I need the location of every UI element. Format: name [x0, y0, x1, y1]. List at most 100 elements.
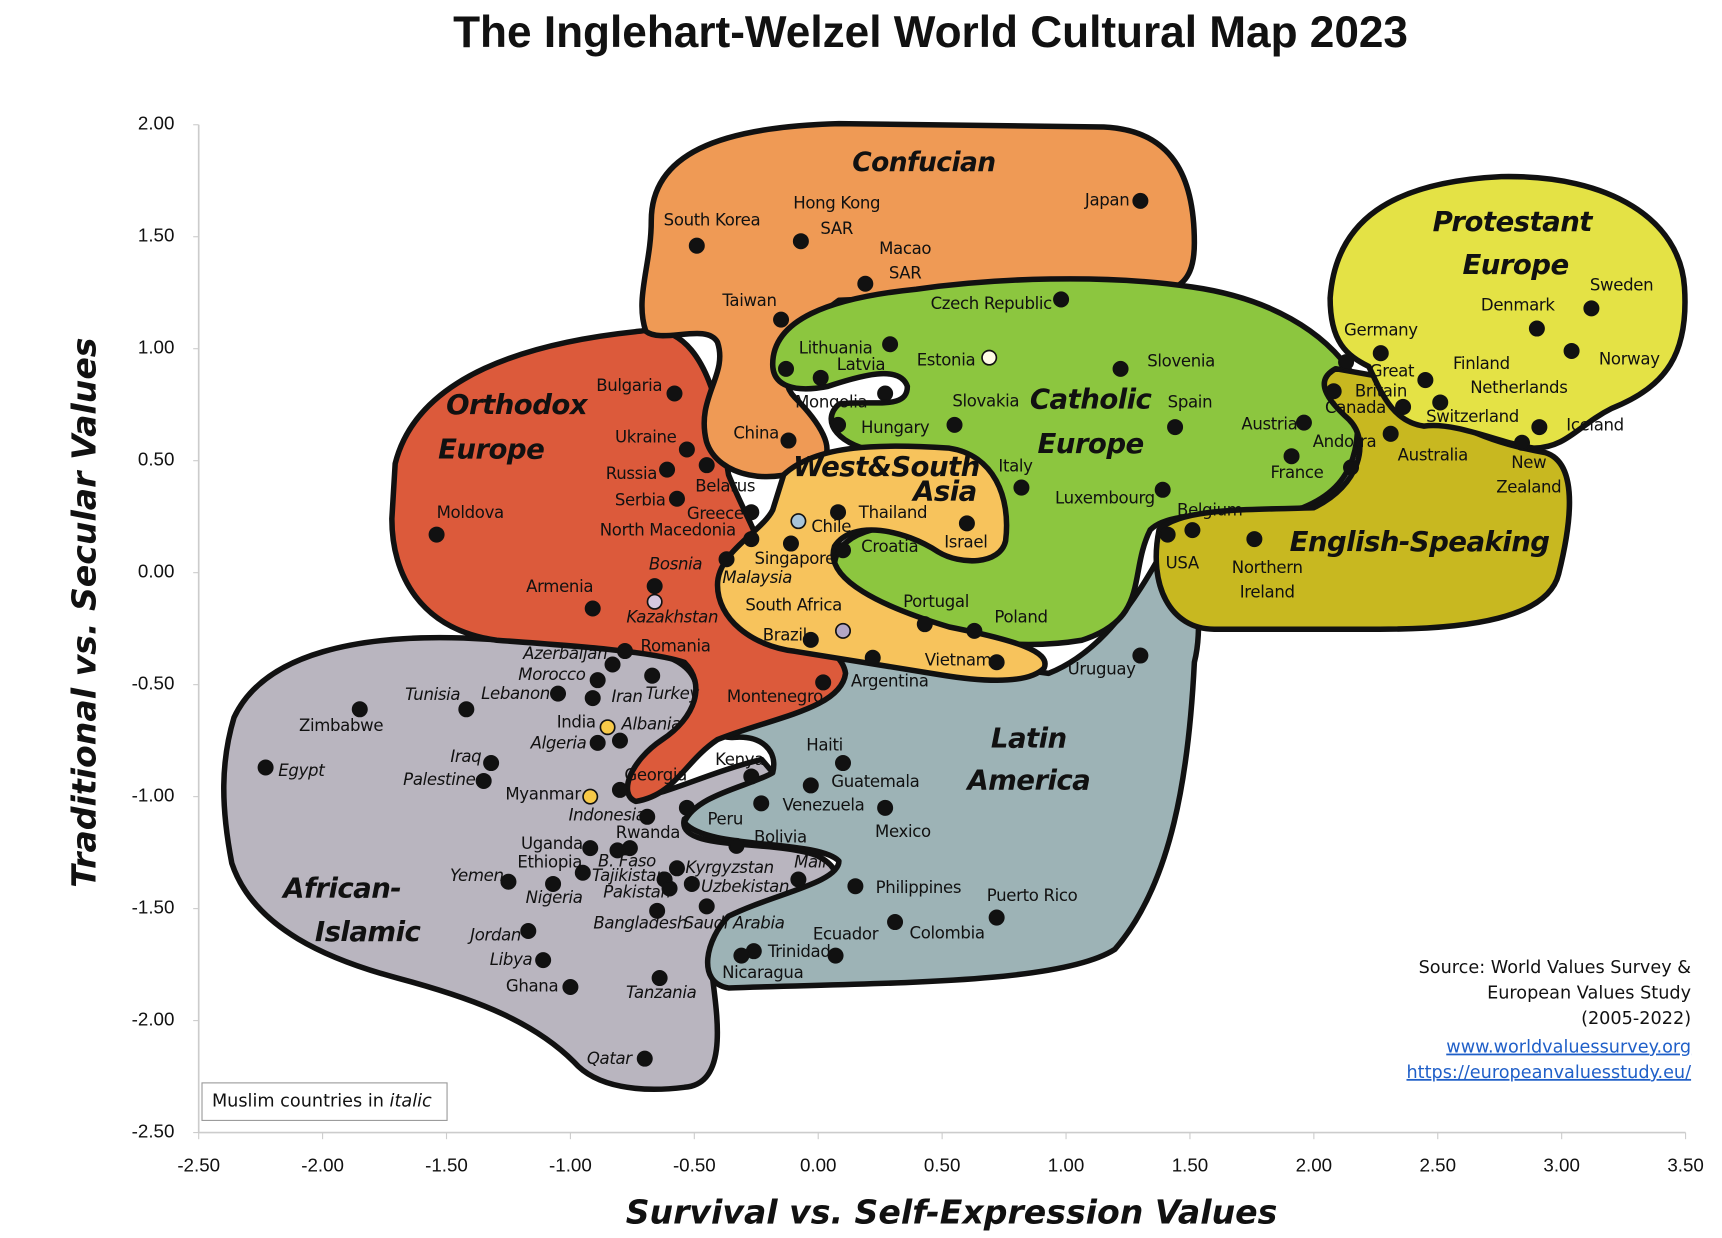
point-label: Kazakhstan: [626, 608, 718, 627]
point: [882, 336, 899, 353]
point-label: Pakistan: [603, 883, 670, 902]
point: [1295, 414, 1312, 431]
point: [666, 385, 683, 402]
point: [815, 674, 832, 691]
point: [500, 873, 517, 890]
point-label: Poland: [994, 608, 1047, 627]
y-tick-label: 1.50: [138, 225, 175, 246]
point-label: Slovakia: [952, 391, 1019, 410]
point-label: Turkey: [646, 684, 700, 703]
point-label: Algeria: [530, 734, 587, 753]
point: [520, 922, 537, 940]
point-label: Yemen: [450, 866, 504, 885]
point: [988, 654, 1005, 671]
point: [351, 701, 368, 718]
point-label: Australia: [1398, 445, 1468, 464]
point-label: New: [1511, 453, 1546, 472]
point-label: Britain: [1355, 381, 1407, 400]
source-link: www.worldvaluessurvey.org: [1446, 1038, 1691, 1058]
point: [582, 788, 599, 805]
point: [835, 622, 852, 639]
point: [582, 840, 599, 857]
point-label: USA: [1166, 554, 1200, 573]
note-italic: italic: [390, 1092, 432, 1112]
note-text: Muslim countries in: [212, 1092, 390, 1112]
region-label: Europe: [1038, 427, 1144, 460]
point: [659, 461, 676, 478]
point: [562, 978, 579, 995]
point: [887, 914, 904, 931]
point: [257, 759, 274, 776]
point-label: Ethiopia: [517, 853, 582, 872]
point-label: Saudi Arabia: [684, 913, 785, 932]
point: [733, 947, 750, 964]
point-label: Northern: [1232, 558, 1303, 577]
point: [1246, 531, 1263, 548]
point-label: Czech Republic: [931, 294, 1053, 313]
point-label: Puerto Rico: [987, 886, 1078, 905]
points: [257, 192, 1600, 1067]
point: [830, 504, 847, 521]
point-label: Vietnam: [925, 651, 992, 670]
point: [535, 952, 552, 969]
point: [1563, 342, 1580, 359]
point-label: Nigeria: [526, 888, 583, 907]
point-label: North Macedonia: [600, 520, 736, 539]
y-tick-label: -1.50: [132, 897, 175, 918]
point: [668, 860, 685, 877]
point-label: Italy: [998, 456, 1033, 475]
point: [678, 441, 695, 458]
y-tick-label: 0.50: [138, 449, 175, 470]
point-label: Mexico: [875, 822, 931, 841]
point-label: Rwanda: [616, 823, 680, 842]
point: [743, 768, 760, 785]
y-tick-label: -2.00: [132, 1009, 175, 1030]
point-label: Iceland: [1566, 416, 1624, 435]
point: [1338, 354, 1355, 371]
x-tick-label: 0.50: [924, 1155, 961, 1176]
point-label: Qatar: [587, 1049, 633, 1068]
point-label: Hong Kong: [793, 194, 880, 213]
point-label: Colombia: [910, 923, 985, 942]
point-label: Palestine: [403, 770, 475, 789]
source-link: https://europeanvaluesstudy.eu/: [1406, 1063, 1691, 1083]
point-label: Andorra: [1313, 432, 1377, 451]
point: [1432, 394, 1449, 411]
point-label: Indonesia: [569, 805, 646, 824]
point-label: Canada: [1325, 398, 1386, 417]
point: [835, 755, 852, 772]
point-label: Argentina: [851, 672, 929, 691]
point: [604, 656, 621, 673]
point: [1283, 448, 1300, 465]
point-label: Israel: [944, 533, 987, 552]
point: [651, 970, 668, 987]
point-label: Bulgaria: [596, 376, 662, 395]
point-label: Bosnia: [649, 555, 703, 574]
point: [678, 799, 695, 816]
point: [1528, 320, 1545, 337]
point-label: Mali: [794, 853, 827, 872]
point: [1159, 526, 1176, 543]
point: [698, 457, 715, 474]
point-label: France: [1270, 463, 1323, 482]
point-label: Slovenia: [1147, 352, 1215, 371]
point: [683, 875, 700, 892]
region-label: Europe: [1463, 248, 1569, 281]
point-label: Iraq: [450, 747, 481, 766]
point-labels: South Korea Hong Kong SAR Macao SAR Taiwan Jap…: [278, 190, 1660, 1068]
point: [830, 416, 847, 433]
point-label: South Africa: [745, 596, 842, 615]
point-label: Morocco: [518, 665, 586, 684]
x-tick-label: -1.50: [425, 1155, 468, 1176]
point: [790, 513, 807, 530]
point-label: SAR: [820, 219, 853, 238]
point-label: Venezuela: [782, 795, 864, 814]
point: [1372, 345, 1389, 362]
point: [1583, 300, 1600, 317]
x-tick-label: 2.50: [1420, 1155, 1457, 1176]
point-label: Great: [1370, 362, 1415, 381]
point-label: Ukraine: [615, 428, 677, 447]
point: [988, 909, 1005, 926]
